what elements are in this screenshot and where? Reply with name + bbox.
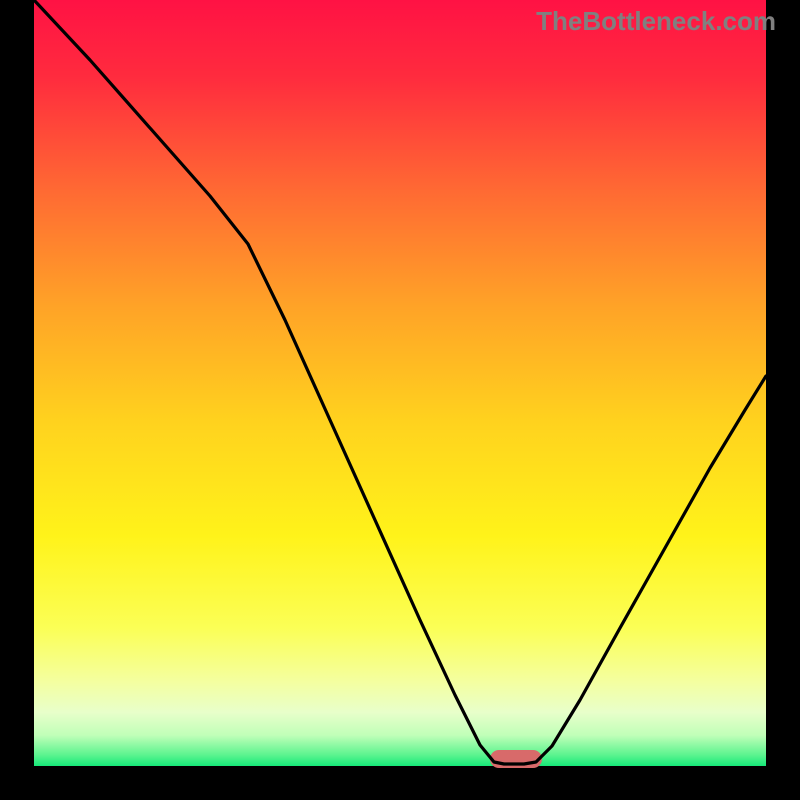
bottleneck-curve [0,0,800,800]
watermark-text: TheBottleneck.com [536,6,776,37]
chart-container: TheBottleneck.com [0,0,800,800]
